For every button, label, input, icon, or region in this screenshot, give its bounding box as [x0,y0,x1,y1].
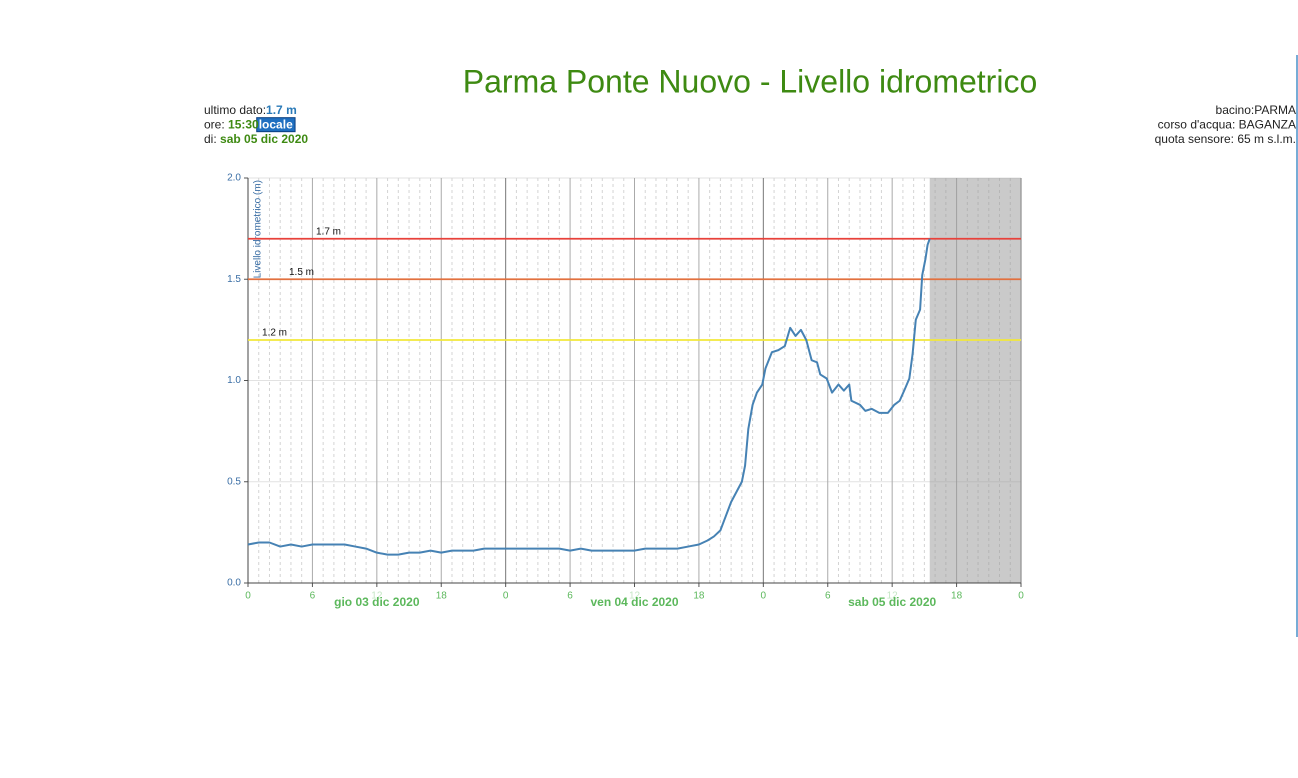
chart-title: Parma Ponte Nuovo - Livello idrometrico [463,63,1037,99]
x-tick-label: 6 [825,591,831,602]
info-line: ultimo dato:1.7 m [204,103,297,117]
threshold-label: 1.7 m [316,226,341,237]
x-tick-label: 12 [887,591,899,602]
y-axis-label: Livello idrometrico (m) [253,180,264,278]
x-tick-label: 6 [310,591,316,602]
y-tick-label: 1.0 [227,375,241,386]
x-tick-label: 0 [1018,591,1024,602]
info-label: ultimo dato: [204,103,266,117]
info-right-line: bacino:PARMA [1216,103,1296,117]
info-label: ore: [204,118,228,132]
info-right-line: corso d'acqua: BAGANZA [1158,118,1296,132]
y-tick-label: 0.0 [227,578,241,589]
x-tick-label: 12 [371,591,383,602]
future-band [929,178,1021,583]
info-tag: locale [259,118,293,132]
x-tick-label: 18 [693,591,705,602]
x-tick-label: 0 [245,591,251,602]
info-line: di: sab 05 dic 2020 [204,132,308,146]
threshold-label: 1.5 m [289,267,314,278]
day-label: gio 03 dic 2020 [334,595,420,609]
y-tick-label: 0.5 [227,476,241,487]
y-tick-label: 2.0 [227,173,241,184]
info-label: di: [204,132,220,146]
x-tick-label: 6 [567,591,573,602]
series-line [247,238,931,556]
info-line: ore: 15:30locale [204,118,293,132]
x-tick-label: 0 [761,591,767,602]
x-tick-label: 18 [951,591,963,602]
info-right-line: quota sensore: 65 m s.l.m. [1155,132,1296,146]
threshold-label: 1.2 m [262,328,287,339]
x-tick-label: 12 [629,591,641,602]
info-tag-box [256,117,296,133]
x-tick-label: 18 [436,591,448,602]
day-label: sab 05 dic 2020 [848,595,936,609]
info-value: sab 05 dic 2020 [220,132,308,146]
day-label: ven 04 dic 2020 [590,595,678,609]
y-tick-label: 1.5 [227,274,241,285]
info-value: 15:30 [228,118,259,132]
x-tick-label: 0 [503,591,509,602]
info-value: 1.7 m [266,103,297,117]
